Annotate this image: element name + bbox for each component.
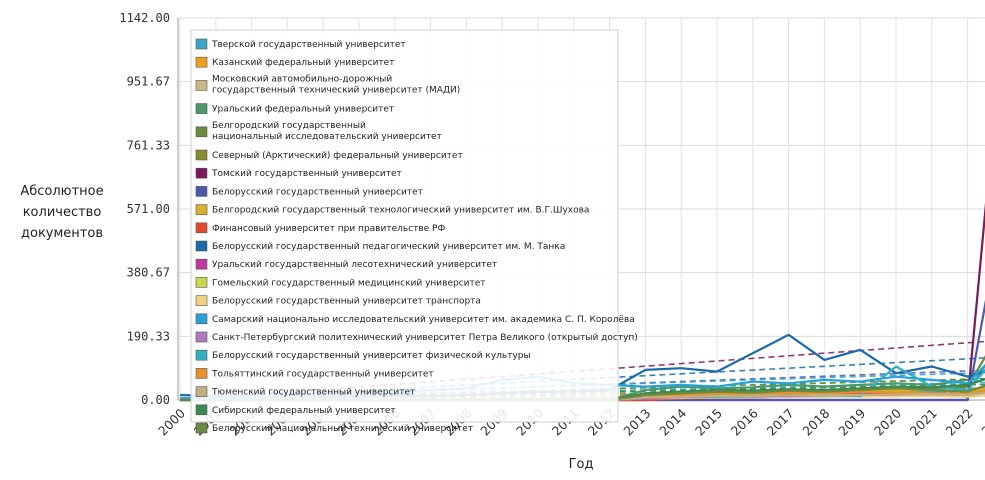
x-tick-label: 2019	[835, 405, 868, 438]
x-tick-label: 2022	[943, 406, 976, 439]
y-tick-label: 0.00	[141, 393, 170, 407]
x-tick-label: 2013	[620, 406, 653, 439]
legend-swatch	[195, 368, 208, 379]
legend-item[interactable]: Тольяттинский государственный университе…	[195, 368, 434, 379]
legend-item[interactable]: Самарский национально исследовательский …	[195, 313, 635, 325]
legend-label: Томский государственный университет	[211, 169, 402, 179]
x-tick-label: 2017	[764, 406, 797, 439]
legend-swatch	[195, 186, 208, 197]
y-axis-label: Абсолютное количество документов	[20, 184, 103, 241]
x-tick-label: 2016	[728, 405, 761, 438]
y-axis-ticks: 0.00 190.33 380.67 571.00 761.33 951.67 1142.0…	[119, 11, 170, 407]
legend-label: Белорусский государственный педагогическ…	[212, 242, 565, 252]
legend-item[interactable]: Томский государственный университет	[195, 167, 402, 179]
legend-label: Уральский федеральный университет	[212, 105, 394, 115]
legend-label: Сибирский федеральный университет	[212, 406, 396, 416]
legend-label: Казанский федеральный университет	[212, 58, 394, 68]
legend-swatch	[195, 313, 208, 325]
legend-swatch	[195, 240, 208, 252]
legend-item[interactable]: Сибирский федеральный университет	[195, 404, 396, 416]
legend-swatch	[195, 386, 208, 397]
legend-swatch	[195, 56, 208, 68]
legend-swatch	[195, 204, 208, 215]
legend-swatch	[195, 349, 208, 361]
legend-swatch	[195, 404, 208, 416]
legend-item[interactable]: Белорусский государственный университет …	[195, 295, 481, 307]
legend-item[interactable]: Санкт-Петербургский политехнический унив…	[195, 331, 638, 343]
legend-label: Финансовый университет при правительстве…	[212, 224, 445, 234]
y-tick-label: 190.33	[127, 329, 170, 343]
y-tick-label: 1142.00	[119, 11, 170, 25]
legend-swatch	[195, 331, 208, 343]
y-tick-label: 951.67	[127, 75, 170, 89]
legend-label: Белгородский государственный технологиче…	[212, 206, 589, 216]
legend-swatch	[195, 258, 208, 270]
legend-label: Тюменский государственный университет	[211, 388, 415, 398]
legend-swatch	[195, 295, 208, 306]
legend-item[interactable]: Белорусский государственный университет	[195, 186, 423, 197]
y-tick-label: 380.67	[127, 266, 170, 280]
legend-item[interactable]: Белгородский государственный национальный…	[195, 121, 442, 142]
legend-item[interactable]: Гомельский государственный медицинский у…	[195, 277, 486, 288]
legend-swatch	[195, 422, 208, 434]
legend-label: Санкт-Петербургский политехнический унив…	[212, 333, 638, 343]
legend-item[interactable]: Финансовый университет при правительстве…	[195, 222, 445, 234]
legend-label: Северный (Арктический) федеральный униве…	[212, 151, 463, 161]
legend-label: Московский автомобильно-дорожный государс…	[212, 74, 460, 95]
legend-label: Белгородский государственный национальный…	[212, 121, 442, 142]
legend-label: Белорусский государственный университет	[212, 187, 423, 197]
legend-label: Тверской государственный университет	[211, 40, 406, 50]
legend-item[interactable]: Белорусский государственный педагогическ…	[195, 240, 565, 252]
legend-item[interactable]: Тюменский государственный университет	[195, 386, 415, 398]
legend-swatch	[195, 277, 208, 288]
legend-item[interactable]: Уральский государственный лесотехнически…	[195, 258, 497, 270]
legend-swatch	[195, 38, 208, 50]
x-tick-label: 2023	[978, 406, 985, 439]
legend-item[interactable]: Уральский федеральный университет	[195, 103, 394, 115]
legend-swatch	[195, 126, 208, 138]
legend-label: Уральский государственный лесотехнически…	[212, 260, 497, 270]
legend-item[interactable]: Белорусский национальный технический уни…	[195, 422, 473, 434]
legend-label: Самарский национально исследовательский …	[212, 315, 635, 325]
legend-swatch	[195, 103, 208, 114]
legend-item[interactable]: Белорусский государственный университет …	[195, 349, 531, 361]
legend-item[interactable]: Московский автомобильно-дорожный государс…	[195, 74, 460, 95]
x-tick-label: 2000	[155, 405, 188, 438]
x-tick-label: 2020	[871, 405, 904, 438]
legend-item[interactable]: Белгородский государственный технологиче…	[195, 204, 589, 216]
x-tick-label: 2015	[692, 406, 725, 439]
legend-swatch	[195, 149, 208, 161]
legend-item[interactable]: Казанский федеральный университет	[195, 56, 394, 68]
legend-item[interactable]: Тверской государственный университет	[195, 38, 406, 50]
x-axis-label: Год	[569, 457, 594, 472]
legend-label: Белорусский государственный университет …	[212, 297, 481, 307]
legend[interactable]: Тверской государственный университет Каза…	[190, 29, 638, 434]
legend-label: Гомельский государственный медицинский у…	[212, 278, 486, 288]
x-tick-label: 2018	[799, 405, 832, 438]
legend-label: Белорусский государственный университет …	[212, 351, 531, 361]
legend-swatch	[195, 167, 208, 179]
legend-box	[190, 29, 619, 423]
legend-label: Тольяттинский государственный университе…	[211, 369, 434, 379]
y-tick-label: 571.00	[127, 202, 170, 216]
x-tick-label: 2014	[656, 405, 689, 438]
legend-item[interactable]: Северный (Арктический) федеральный униве…	[195, 149, 463, 161]
legend-swatch	[195, 80, 208, 91]
y-tick-label: 761.33	[127, 138, 170, 152]
x-tick-label: 2021	[907, 406, 940, 439]
legend-label: Белорусский национальный технический уни…	[212, 424, 473, 434]
legend-swatch	[195, 222, 208, 234]
